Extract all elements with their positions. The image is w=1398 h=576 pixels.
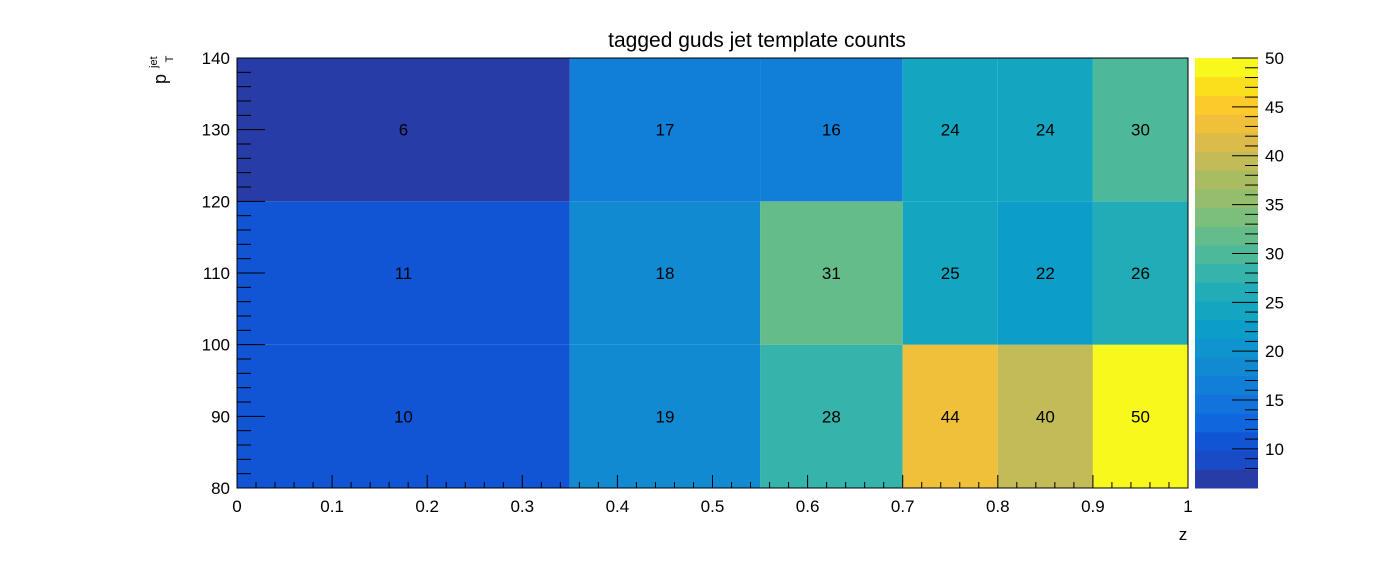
color-scale-band: [1195, 226, 1258, 246]
cell-value-label: 50: [1131, 407, 1150, 426]
heatmap-cell: [997, 201, 1093, 345]
heatmap-cell: [569, 344, 761, 488]
x-axis-label: z: [1179, 525, 1188, 544]
color-scale-band: [1195, 114, 1258, 134]
color-scale-tick-label: 15: [1265, 391, 1284, 410]
cell-value-label: 26: [1131, 264, 1150, 283]
y-axis-label-sup: jet: [148, 56, 160, 69]
color-scale-band: [1195, 151, 1258, 171]
color-scale-band: [1195, 319, 1258, 339]
y-axis-label-main: p: [150, 74, 170, 84]
color-scale-band: [1195, 95, 1258, 115]
cell-value-labels: 10 19 28 44 40 50 11 18 31 25 22 26 6 17 16 24 24 30: [394, 121, 1150, 427]
cell-value-label: 17: [655, 121, 674, 140]
color-scale-band: [1195, 469, 1258, 489]
color-scale-band: [1195, 207, 1258, 227]
cell-value-label: 24: [1036, 121, 1055, 140]
color-scale-band: [1195, 132, 1258, 152]
color-scale-tick-label: 10: [1265, 440, 1284, 459]
heatmap-cell: [569, 201, 761, 345]
color-scale-tick-label: 25: [1265, 293, 1284, 312]
heatmap-cell: [1092, 201, 1188, 345]
color-scale-band: [1195, 282, 1258, 302]
heatmap-cell: [237, 344, 570, 488]
y-axis-label: p jet T: [141, 51, 176, 84]
heatmap-cell: [997, 344, 1093, 488]
cell-value-label: 25: [941, 264, 960, 283]
x-tick-label: 1: [1183, 497, 1192, 516]
x-tick-label: 0.3: [510, 497, 534, 516]
x-tick-label: 0.1: [320, 497, 344, 516]
heatmap-cell: [760, 201, 903, 345]
y-tick-label: 120: [202, 192, 230, 211]
cell-value-label: 16: [822, 121, 841, 140]
y-tick-label: 100: [202, 336, 230, 355]
y-axis-label-sub: T: [164, 55, 176, 62]
color-scale: 10 15 20 25 30 35 40 45 50: [1195, 49, 1284, 489]
color-scale-tick-label: 30: [1265, 244, 1284, 263]
color-scale-band: [1195, 450, 1258, 470]
color-scale-band: [1195, 244, 1258, 265]
heatmap-cells: [237, 58, 1188, 488]
x-tick-label: 0.7: [891, 497, 915, 516]
chart-title: tagged guds jet template counts: [608, 29, 906, 52]
color-scale-tick-label: 20: [1265, 342, 1284, 361]
cell-value-label: 22: [1036, 264, 1055, 283]
cell-value-label: 44: [941, 407, 960, 426]
color-scale-band: [1195, 431, 1258, 452]
y-axis: 80 90 100 110 120 130 140: [202, 49, 265, 498]
cell-value-label: 18: [655, 264, 674, 283]
heatmap-cell: [760, 344, 903, 488]
color-scale-band: [1195, 394, 1258, 414]
color-scale-band: [1195, 188, 1258, 209]
y-tick-label: 90: [211, 407, 230, 426]
heatmap-cell: [902, 344, 998, 488]
color-scale-tick-label: 45: [1265, 98, 1284, 117]
x-tick-label: 0.5: [701, 497, 725, 516]
y-tick-label: 140: [202, 49, 230, 68]
x-axis: 0 0.1 0.2 0.3 0.4 0.5 0.6 0.7 0.8 0.9 1: [232, 475, 1193, 516]
svg-text:p jet T: p jet T: [141, 51, 176, 84]
x-tick-label: 0.4: [606, 497, 630, 516]
color-scale-tick-label: 50: [1265, 49, 1284, 68]
x-tick-label: 0.8: [986, 497, 1010, 516]
color-scale-band: [1195, 338, 1258, 358]
color-scale-band: [1195, 170, 1258, 190]
color-scale-band: [1195, 263, 1258, 283]
x-tick-label: 0.2: [415, 497, 439, 516]
heatmap-cell: [760, 58, 903, 202]
color-scale-band: [1195, 357, 1258, 377]
cell-value-label: 11: [395, 264, 413, 283]
x-tick-label: 0.9: [1081, 497, 1105, 516]
heatmap-cell: [237, 58, 570, 202]
x-tick-label: 0.6: [796, 497, 820, 516]
color-scale-band: [1195, 375, 1258, 396]
y-tick-label: 130: [202, 121, 230, 140]
heatmap-cell: [1092, 344, 1188, 488]
cell-value-label: 30: [1131, 121, 1150, 140]
color-scale-band: [1195, 301, 1258, 321]
y-tick-label: 80: [211, 479, 230, 498]
heatmap-cell: [237, 201, 570, 345]
cell-value-label: 10: [394, 407, 413, 426]
color-scale-tick-label: 40: [1265, 147, 1284, 166]
cell-value-label: 19: [655, 407, 674, 426]
heatmap-cell: [1092, 58, 1188, 202]
heatmap-cell: [902, 58, 998, 202]
color-scale-tick-label: 35: [1265, 196, 1284, 215]
cell-value-label: 40: [1036, 407, 1055, 426]
heatmap-cell: [569, 58, 761, 202]
cell-value-label: 28: [822, 407, 841, 426]
color-scale-band: [1195, 76, 1258, 96]
y-tick-label: 110: [203, 264, 230, 283]
x-tick-label: 0: [232, 497, 241, 516]
color-scale-band: [1195, 58, 1258, 78]
cell-value-label: 31: [822, 264, 841, 283]
heatmap-cell: [997, 58, 1093, 202]
cell-value-label: 6: [399, 121, 408, 140]
color-scale-band: [1195, 413, 1258, 433]
cell-value-label: 24: [941, 121, 960, 140]
heatmap-cell: [902, 201, 998, 345]
